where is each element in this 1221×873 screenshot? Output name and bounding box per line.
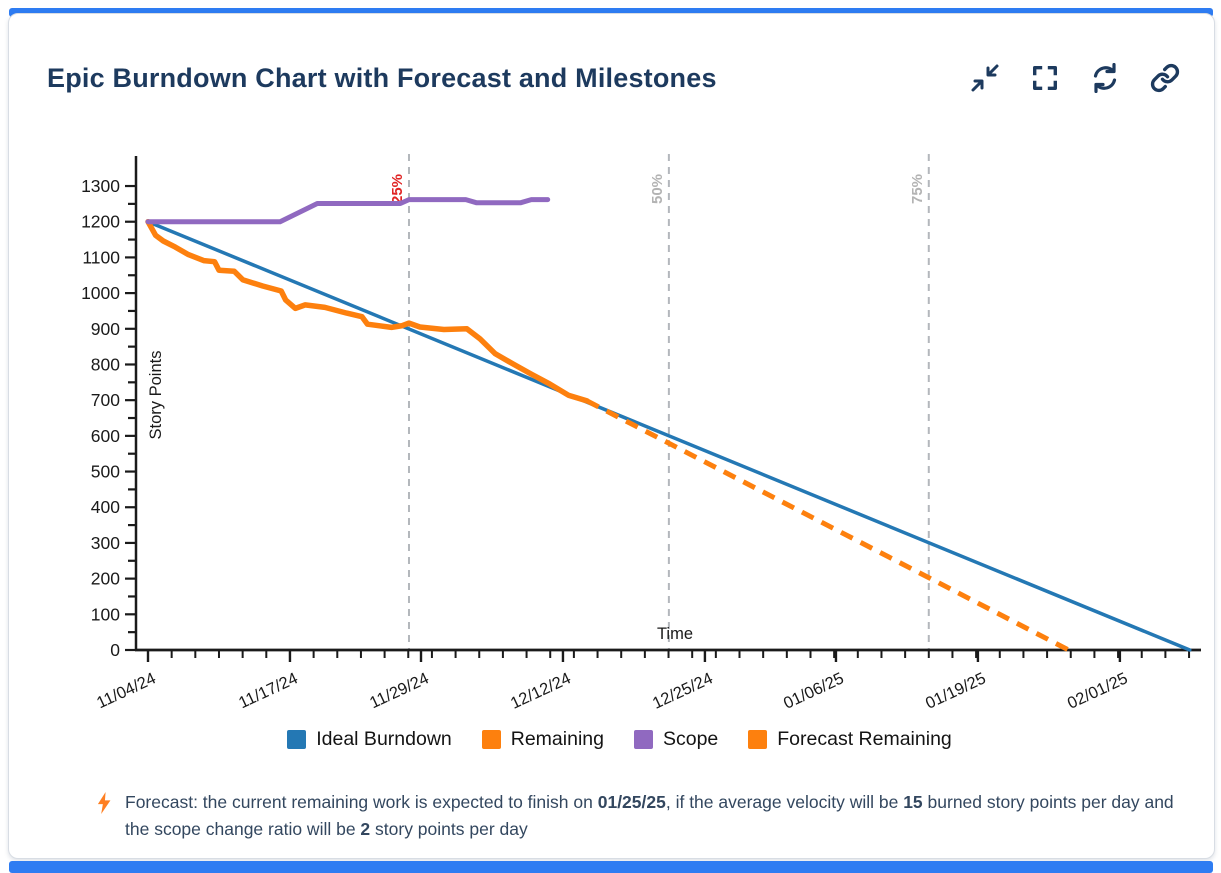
legend-label: Remaining xyxy=(510,728,604,750)
legend-label: Ideal Burndown xyxy=(316,728,452,750)
legend-item: Forecast Remaining xyxy=(748,728,952,751)
milestone-25%: 25% xyxy=(389,154,410,650)
burndown-gadget-card: Epic Burndown Chart with Forecast and Mi… xyxy=(8,13,1215,859)
collapse-icon[interactable] xyxy=(970,63,1000,93)
milestone-label: 50% xyxy=(649,174,666,204)
y-tick-label: 600 xyxy=(91,426,120,446)
legend-item: Ideal Burndown xyxy=(287,728,452,751)
x-tick-label: 11/17/24 xyxy=(236,669,301,712)
y-tick-label: 900 xyxy=(91,319,120,339)
x-tick-label: 12/25/24 xyxy=(650,669,716,712)
page-title: Epic Burndown Chart with Forecast and Mi… xyxy=(47,62,717,93)
x-axis-title: Time xyxy=(657,625,693,643)
y-tick-label: 300 xyxy=(91,533,120,553)
legend-swatch xyxy=(748,730,768,749)
legend-swatch xyxy=(481,730,501,749)
x-tick-label: 01/06/25 xyxy=(781,669,847,712)
burndown-chart: 25% 50% 75% 0 100 200 300 400 500 600 700 800 900 100… xyxy=(9,142,1221,724)
legend-label: Forecast Remaining xyxy=(777,728,952,750)
x-tick-label: 12/12/24 xyxy=(508,669,574,712)
series-forecast-remaining xyxy=(585,398,1070,653)
y-tick-label: 400 xyxy=(91,497,120,517)
legend-swatch xyxy=(287,730,307,749)
y-tick-label: 100 xyxy=(91,604,120,624)
gadget-header: Epic Burndown Chart with Forecast and Mi… xyxy=(47,58,1180,98)
milestone-label: 25% xyxy=(389,174,406,204)
x-tick-label: 11/04/24 xyxy=(94,669,159,712)
y-tick-label: 1300 xyxy=(81,176,120,196)
series-remaining xyxy=(145,218,590,404)
y-axis-title: Story Points xyxy=(147,351,165,440)
y-tick-label: 1200 xyxy=(81,212,120,232)
chart-legend: Ideal Burndown Remaining Scope Forecast Rem… xyxy=(9,728,1221,751)
legend-label: Scope xyxy=(662,728,719,750)
legend-item: Scope xyxy=(633,728,719,751)
burndown-chart-svg: 25% 50% 75% 0 100 200 300 400 500 600 700 800 900 100… xyxy=(81,154,1201,713)
milestone-50%: 50% xyxy=(649,154,670,650)
link-icon[interactable] xyxy=(1150,63,1180,93)
forecast-note-text: Forecast: the current remaining work is … xyxy=(125,792,1174,839)
series-scope xyxy=(145,197,551,225)
fullscreen-icon[interactable] xyxy=(1030,63,1060,93)
y-tick-label: 200 xyxy=(91,569,120,589)
y-tick-label: 700 xyxy=(91,390,120,410)
gadget-toolbar xyxy=(970,63,1180,93)
legend-swatch xyxy=(633,730,653,749)
milestone-75%: 75% xyxy=(909,154,930,650)
bottom-accent-bar xyxy=(9,861,1213,873)
y-tick-label: 500 xyxy=(91,462,120,482)
x-tick-label: 02/01/25 xyxy=(1065,669,1131,712)
forecast-note: Forecast: the current remaining work is … xyxy=(97,789,1182,843)
y-tick-label: 1000 xyxy=(81,283,120,303)
top-accent-bar xyxy=(9,8,1213,17)
axes: 0 100 200 300 400 500 600 700 800 900 1000 1100 1200… xyxy=(81,156,1201,713)
y-tick-label: 800 xyxy=(91,354,120,374)
milestone-label: 75% xyxy=(909,174,926,204)
series-ideal-burndown xyxy=(146,219,1192,652)
x-tick-label: 01/19/25 xyxy=(923,669,989,712)
x-tick-label: 11/29/24 xyxy=(367,669,432,712)
lightning-bolt-icon xyxy=(97,792,111,814)
y-tick-label: 0 xyxy=(110,640,120,660)
y-tick-label: 1100 xyxy=(82,247,120,267)
legend-item: Remaining xyxy=(481,728,604,751)
refresh-icon[interactable] xyxy=(1090,63,1120,93)
